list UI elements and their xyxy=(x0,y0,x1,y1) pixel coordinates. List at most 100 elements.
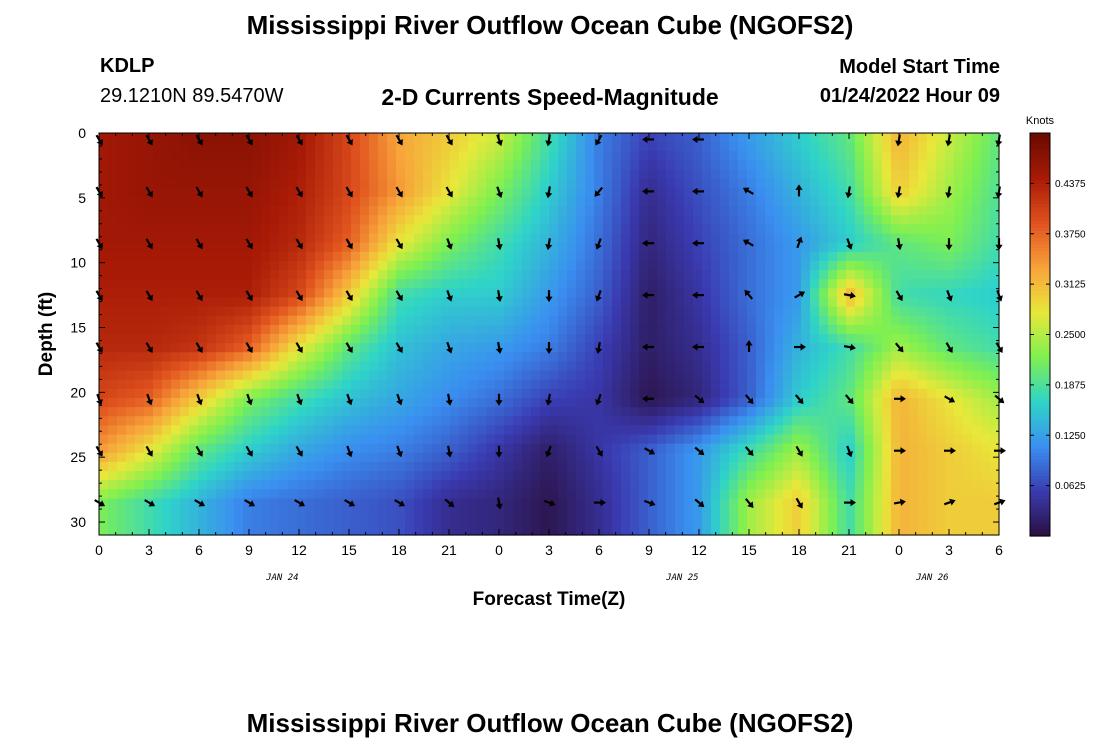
current-arrow xyxy=(245,290,253,302)
current-arrow xyxy=(694,498,705,508)
colorbar-tick-label: 0.1875 xyxy=(1055,380,1086,391)
current-arrow xyxy=(692,291,704,299)
y-tick-label: 5 xyxy=(78,190,86,206)
current-arrow xyxy=(642,135,654,144)
x-tick-label: 3 xyxy=(145,542,153,558)
current-arrow xyxy=(894,342,904,353)
current-arrow xyxy=(295,342,303,354)
current-arrow xyxy=(692,135,704,144)
current-arrow xyxy=(245,186,253,198)
current-arrow xyxy=(642,239,654,247)
y-tick-label: 15 xyxy=(70,320,86,336)
x-tick-label: 6 xyxy=(995,542,1003,558)
current-arrow xyxy=(395,186,403,198)
current-arrow xyxy=(642,395,654,403)
current-arrow xyxy=(993,498,1006,506)
current-arrow xyxy=(345,342,353,354)
colorbar: 0.4375 0.3750 0.3125 0.2500 0.1875 0.1250 0.06… xyxy=(1026,115,1086,537)
station-id: KDLP xyxy=(100,55,155,77)
colorbar-tick-label: 0.2500 xyxy=(1055,330,1086,341)
current-arrow xyxy=(295,238,303,250)
colorbar-tick-label: 0.3750 xyxy=(1055,229,1086,240)
current-arrow xyxy=(944,447,956,455)
x-tick-label: 18 xyxy=(791,542,807,558)
current-arrow xyxy=(294,499,306,507)
x-tick-label: 21 xyxy=(841,542,857,558)
y-axis-title: Depth (ft) xyxy=(36,292,57,376)
heatmap-cells xyxy=(99,133,1000,536)
y-tick-label: 0 xyxy=(78,125,86,141)
current-arrow xyxy=(396,393,403,406)
y-axis: 0 5 10 15 20 25 30 Depth (ft) xyxy=(36,125,999,536)
x-tick-label: 0 xyxy=(895,542,903,558)
current-arrow xyxy=(694,394,705,404)
current-arrow xyxy=(495,393,503,406)
current-arrow xyxy=(394,499,406,507)
model-start-label: Model Start Time xyxy=(839,56,1000,78)
x-tick-label: 15 xyxy=(341,542,357,558)
current-arrow xyxy=(943,498,956,506)
current-arrow xyxy=(145,445,153,457)
current-arrow xyxy=(495,238,503,251)
x-tick-label: 3 xyxy=(545,542,553,558)
current-arrow xyxy=(845,186,853,199)
current-arrow xyxy=(944,395,956,403)
date-label: JAN 24 xyxy=(265,573,299,583)
current-arrow xyxy=(545,342,553,354)
second-chart-title: Mississippi River Outflow Ocean Cube (NG… xyxy=(246,708,854,738)
current-arrow xyxy=(195,342,203,354)
current-arrow xyxy=(795,445,803,457)
current-arrow xyxy=(894,395,906,403)
current-arrow xyxy=(843,343,856,351)
x-tick-label: 3 xyxy=(945,542,953,558)
current-arrow xyxy=(946,290,953,302)
current-arrow xyxy=(893,498,906,506)
current-arrow xyxy=(794,343,806,351)
current-arrow xyxy=(195,290,203,302)
current-arrow xyxy=(495,445,503,458)
current-arrow xyxy=(345,290,353,302)
current-arrow xyxy=(894,447,906,455)
current-arrow xyxy=(395,238,403,250)
current-arrow xyxy=(145,342,153,354)
current-arrow xyxy=(794,394,804,405)
current-arrow xyxy=(344,499,356,507)
current-arrow xyxy=(146,393,153,406)
current-arrow xyxy=(446,238,453,250)
x-tick-label: 0 xyxy=(495,542,503,558)
current-arrow xyxy=(642,291,654,299)
current-arrow xyxy=(844,394,854,405)
current-arrow xyxy=(445,393,453,406)
current-arrow xyxy=(345,238,353,250)
date-label: JAN 26 xyxy=(915,573,949,583)
current-arrow xyxy=(744,289,754,300)
chart-title: Mississippi River Outflow Ocean Cube (NG… xyxy=(246,10,854,40)
current-arrow xyxy=(595,393,602,406)
x-tick-label: 12 xyxy=(691,542,707,558)
x-tick-label: 18 xyxy=(391,542,407,558)
x-tick-label: 6 xyxy=(595,542,603,558)
x-tick-label: 9 xyxy=(645,542,653,558)
current-arrow xyxy=(196,393,203,406)
colorbar-tick-label: 0.3125 xyxy=(1055,280,1086,291)
current-arrow xyxy=(444,498,455,508)
current-arrow xyxy=(945,186,953,199)
colorbar-tick-label: 0.0625 xyxy=(1055,481,1086,492)
current-arrow xyxy=(895,290,903,302)
current-arrow xyxy=(296,393,303,406)
current-arrow xyxy=(445,186,453,198)
current-arrow xyxy=(245,445,253,457)
current-arrow xyxy=(195,445,203,457)
current-arrow xyxy=(692,343,704,351)
x-axis-title: Forecast Time(Z) xyxy=(473,589,626,610)
current-arrow xyxy=(195,238,203,250)
current-arrow xyxy=(245,342,253,354)
colorbar-tick-label: 0.1250 xyxy=(1055,431,1086,442)
current-arrow xyxy=(495,289,503,302)
current-arrow xyxy=(145,186,153,198)
current-arrow xyxy=(545,238,553,251)
current-arrow xyxy=(595,341,603,354)
current-arrow xyxy=(945,342,953,354)
current-arrow xyxy=(846,445,853,458)
current-arrow xyxy=(844,499,856,507)
